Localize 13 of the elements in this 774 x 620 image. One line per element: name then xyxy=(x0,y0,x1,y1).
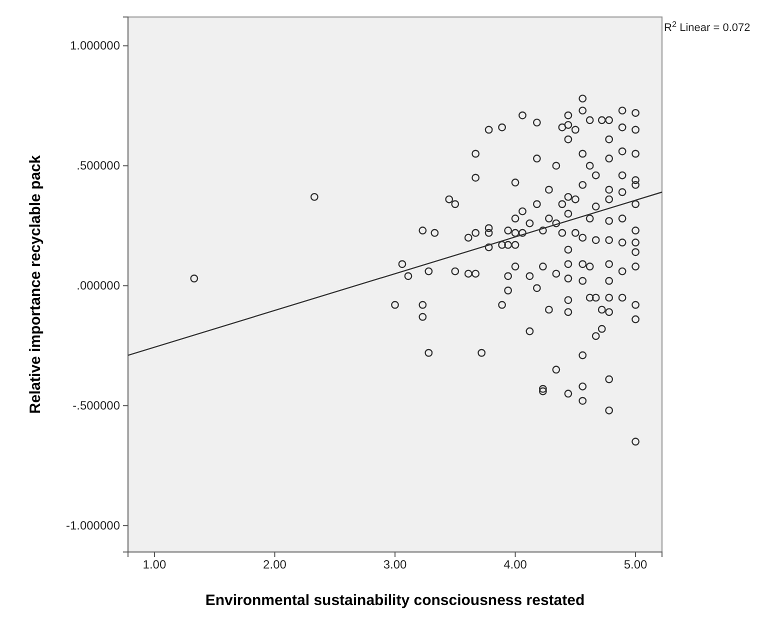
y-tick-label: -1.000000 xyxy=(66,518,120,532)
x-tick-label: 2.00 xyxy=(263,558,287,572)
x-tick-label: 1.00 xyxy=(142,558,166,572)
y-tick-label: .500000 xyxy=(76,158,120,173)
y-tick-label: -.500000 xyxy=(72,398,120,412)
x-tick-label: 3.00 xyxy=(383,558,407,572)
y-tick-label: .000000 xyxy=(76,278,120,293)
text: R$^{2}$ Linear = 0.072 xyxy=(664,20,750,34)
x-tick-label: 5.00 xyxy=(624,558,648,572)
y-axis-title: Relative importance recyclable pack xyxy=(27,154,44,414)
y-tick-label: 1.000000 xyxy=(70,38,120,53)
x-axis-title: Environmental sustainability consciousness restated xyxy=(205,592,585,609)
x-tick-label: 4.00 xyxy=(504,558,528,572)
